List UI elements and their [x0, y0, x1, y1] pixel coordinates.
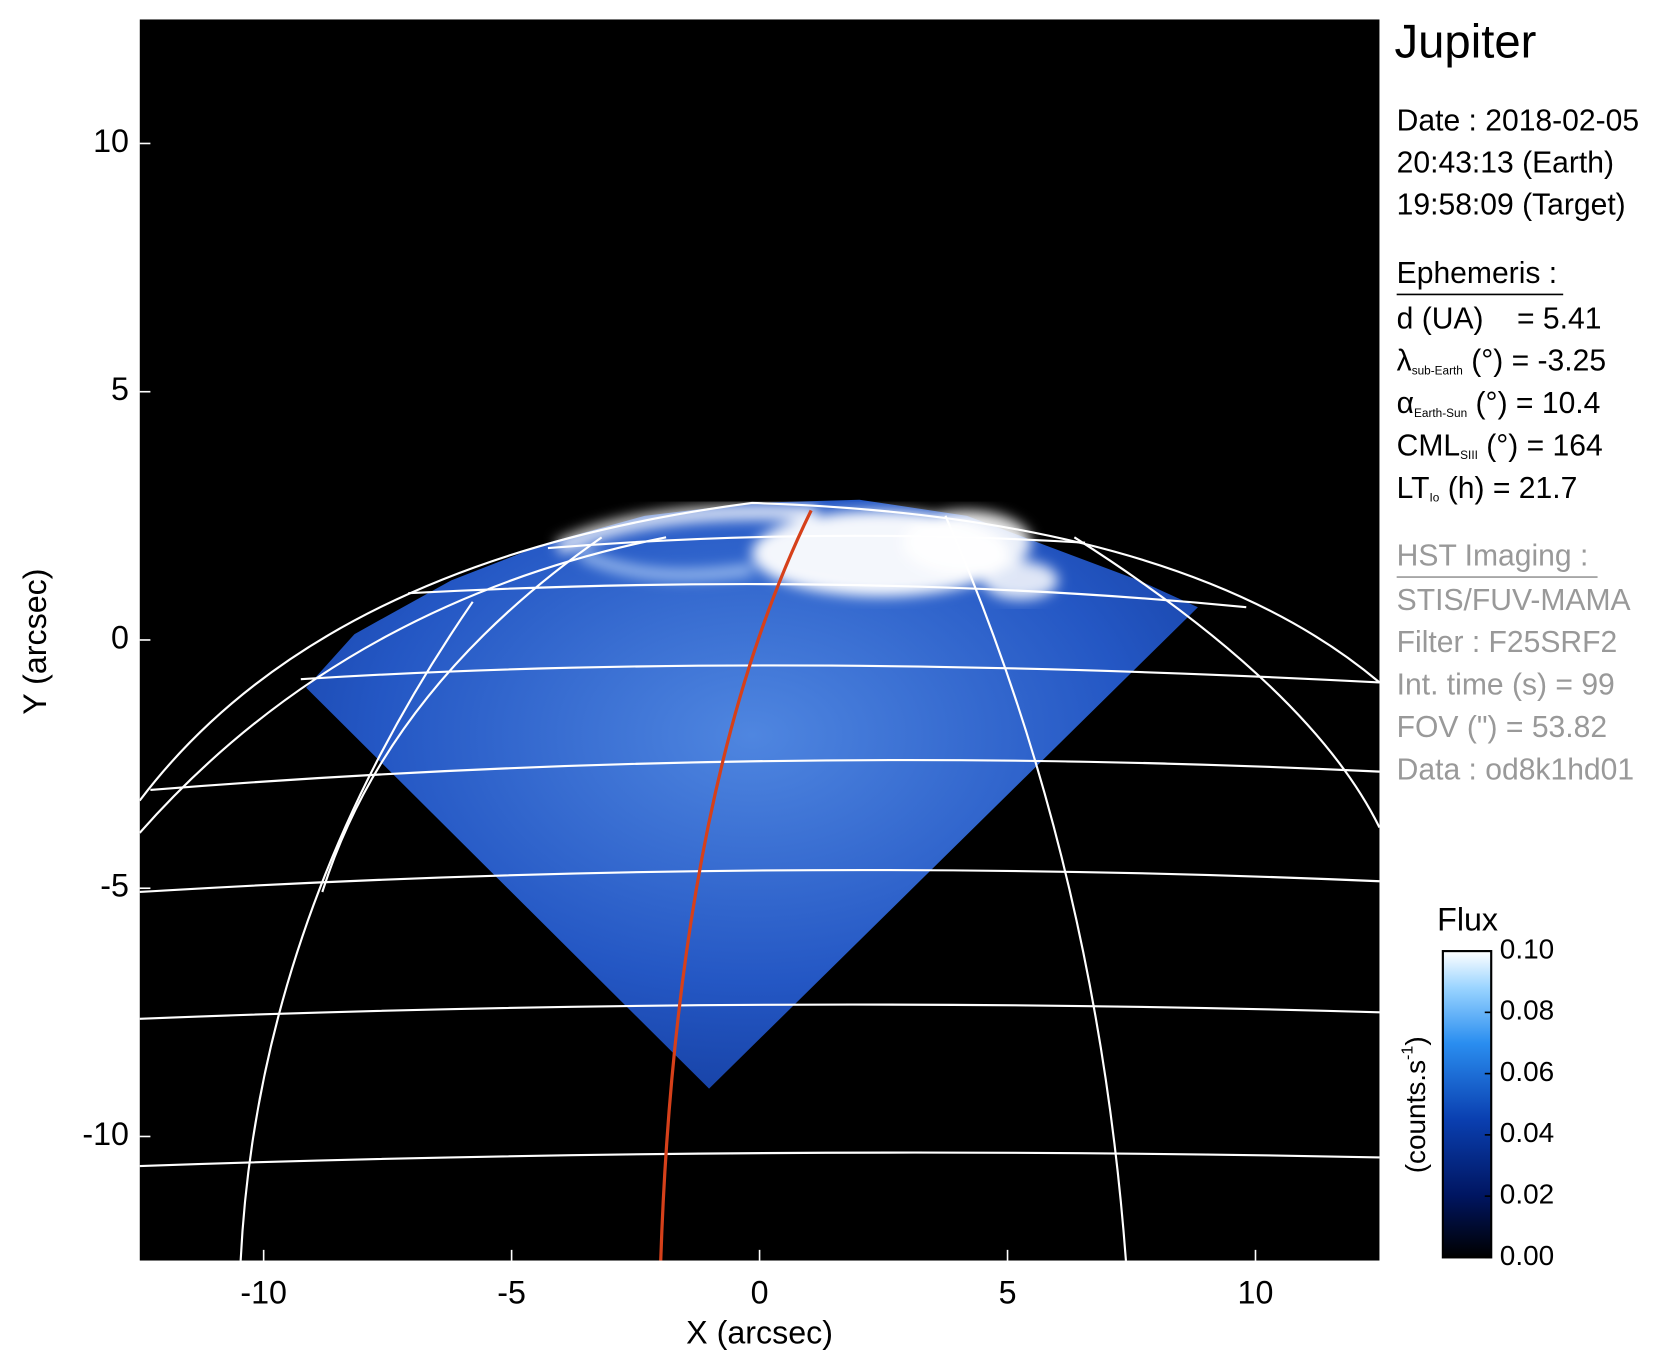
- colorbar-label-part: ): [1401, 1036, 1432, 1045]
- y-axis-label: Y (arcsec): [17, 568, 53, 714]
- observed-region: [306, 499, 1198, 1089]
- colorbar-label-part: -1: [1399, 1046, 1417, 1060]
- date-line: 20:43:13 (Earth): [1397, 146, 1614, 179]
- y-tick-label: 0: [111, 619, 129, 655]
- ephemeris-main: α: [1397, 387, 1414, 420]
- imaging-line: STIS/FUV-MAMA: [1397, 584, 1631, 617]
- colorbar-label-part: (counts.s: [1401, 1060, 1432, 1173]
- image-area: [139, 19, 1380, 1261]
- x-tick-label: 10: [1238, 1275, 1274, 1311]
- x-axis-label: X (arcsec): [686, 1314, 833, 1350]
- y-tick-label: -5: [100, 868, 129, 904]
- colorbar-tick-label: 0.10: [1500, 933, 1554, 964]
- colorbar-tick-label: 0.00: [1500, 1240, 1554, 1271]
- x-tick-label: -5: [497, 1275, 526, 1311]
- ephemeris-main: LT: [1397, 472, 1430, 505]
- x-tick-label: 5: [999, 1275, 1017, 1311]
- ephemeris-line: LTIo (h) = 21.7: [1397, 472, 1578, 505]
- ephemeris-sub: Io: [1430, 491, 1440, 505]
- imaging-line: Int. time (s) = 99: [1397, 669, 1615, 702]
- ephemeris-main: CML: [1397, 430, 1461, 463]
- colorbar-tick-label: 0.02: [1500, 1178, 1554, 1209]
- date-line: 19:58:09 (Target): [1397, 188, 1626, 221]
- ephemeris-rest: (°) = -3.25: [1463, 345, 1606, 378]
- chart-title: Jupiter: [1395, 16, 1537, 69]
- ephemeris-sub: Earth-Sun: [1414, 406, 1467, 420]
- ephemeris-line: λsub-Earth (°) = -3.25: [1397, 345, 1606, 378]
- io-footprint: [659, 509, 813, 1261]
- ephemeris-rest: (h) = 21.7: [1439, 472, 1577, 505]
- date-line: Date : 2018-02-05: [1397, 104, 1639, 137]
- colorbar-title: Flux: [1437, 902, 1498, 938]
- ephemeris-line: αEarth-Sun (°) = 10.4: [1397, 387, 1601, 420]
- y-tick-label: -10: [82, 1116, 129, 1152]
- ephemeris-rest: (°) = 164: [1478, 430, 1603, 463]
- y-tick-label: 5: [111, 371, 129, 407]
- x-tick-label: -10: [240, 1275, 287, 1311]
- colorbar-tick-label: 0.06: [1500, 1056, 1554, 1087]
- ephemeris-title: Ephemeris :: [1397, 257, 1557, 290]
- imaging-line: FOV (") = 53.82: [1397, 711, 1607, 744]
- y-tick-label: 10: [93, 123, 129, 159]
- colorbar-tick-label: 0.08: [1500, 995, 1554, 1026]
- colorbar-tick-label: 0.04: [1500, 1117, 1554, 1148]
- colorbar: [1441, 950, 1493, 1259]
- imaging-line: Filter : F25SRF2: [1397, 626, 1618, 659]
- ephemeris-line: d (UA) = 5.41: [1397, 302, 1602, 335]
- ephemeris-sub: sub-Earth: [1412, 363, 1463, 377]
- ephemeris-main: d (UA) = 5.41: [1397, 302, 1602, 335]
- imaging-title: HST Imaging :: [1397, 540, 1589, 573]
- ephemeris-main: λ: [1397, 345, 1412, 378]
- x-tick-label: 0: [751, 1275, 769, 1311]
- imaging-line: Data : od8k1hd01: [1397, 754, 1634, 787]
- colorbar-label: (counts.s-1): [1399, 1036, 1432, 1173]
- ephemeris-line: CMLSIII (°) = 164: [1397, 430, 1603, 463]
- ephemeris-sub: SIII: [1460, 448, 1478, 462]
- planet-grid: [139, 501, 1380, 1261]
- ephemeris-rest: (°) = 10.4: [1467, 387, 1600, 420]
